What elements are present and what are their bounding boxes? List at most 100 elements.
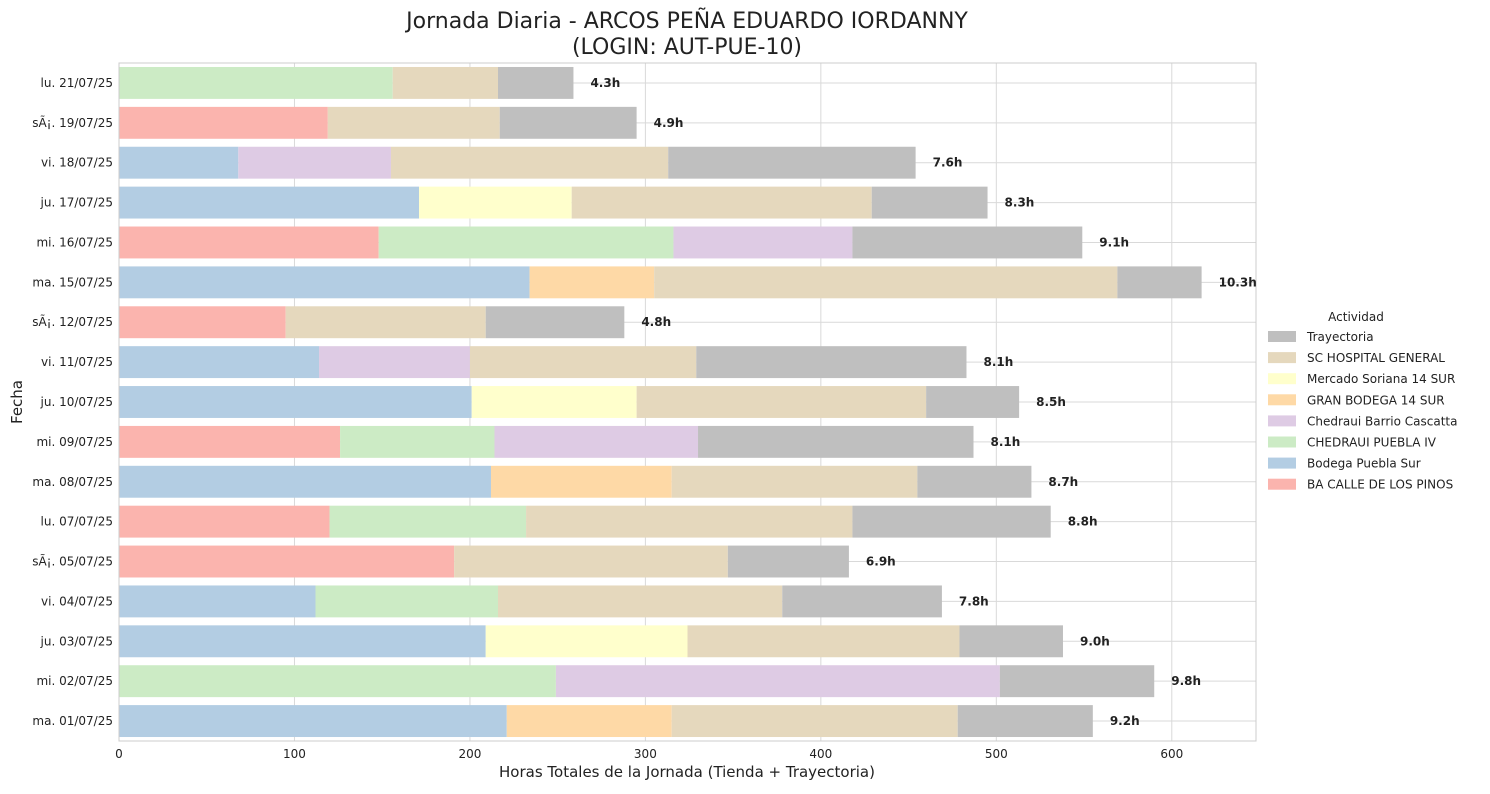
legend-swatch bbox=[1268, 436, 1296, 448]
bar-segment bbox=[119, 585, 316, 618]
bar-total-label: 4.8h bbox=[641, 315, 671, 329]
y-axis-label: Fecha bbox=[8, 380, 26, 424]
bar-segment bbox=[119, 106, 328, 139]
bar-segment bbox=[668, 146, 916, 179]
x-tick-labels: 0 100 200 300 400 500 600 bbox=[115, 747, 1183, 761]
legend-label: Chedraui Barrio Cascatta bbox=[1307, 414, 1457, 428]
bar-total-label: 9.1h bbox=[1099, 235, 1129, 249]
bar-segment bbox=[485, 625, 688, 658]
bar-segment bbox=[119, 545, 455, 578]
x-tick-label: 400 bbox=[809, 747, 832, 761]
bar-segment bbox=[454, 545, 728, 578]
bar-segment bbox=[571, 186, 872, 219]
bar-segment bbox=[419, 186, 572, 219]
bar-segment bbox=[727, 545, 849, 578]
bar-segment bbox=[636, 386, 927, 418]
bar-segment bbox=[696, 346, 967, 379]
bar-segment bbox=[555, 665, 1000, 698]
y-tick-labels: lu. 21/07/25 sÃ¡. 19/07/25 vi. 18/07/25 ju.… bbox=[32, 76, 113, 728]
bar-segment bbox=[499, 106, 637, 139]
bar-segment bbox=[687, 625, 960, 658]
chart-subtitle: (LOGIN: AUT-PUE-10) bbox=[572, 35, 802, 60]
bar-segment bbox=[698, 425, 974, 458]
bar-segment bbox=[390, 146, 669, 179]
bar-segment bbox=[392, 66, 498, 99]
bar-segment bbox=[469, 346, 697, 379]
legend-swatch bbox=[1268, 457, 1296, 469]
y-tick-label: ju. 17/07/25 bbox=[40, 196, 113, 210]
bar-segment bbox=[926, 386, 1020, 418]
bar-segment bbox=[506, 705, 672, 738]
bar-segment bbox=[471, 386, 637, 418]
x-tick-label: 100 bbox=[283, 747, 306, 761]
bar-segment bbox=[119, 705, 507, 738]
bar-total-label: 8.3h bbox=[1005, 196, 1035, 210]
bar-segment bbox=[119, 625, 486, 658]
y-tick-label: lu. 07/07/25 bbox=[41, 515, 113, 529]
bar-segment bbox=[119, 186, 420, 219]
bar-segment bbox=[999, 665, 1155, 698]
bar-segment bbox=[671, 705, 958, 738]
legend-swatch bbox=[1268, 415, 1296, 427]
chart-title: Jornada Diaria - ARCOS PEÑA EDUARDO IORD… bbox=[404, 7, 968, 34]
y-tick-label: mi. 09/07/25 bbox=[36, 435, 113, 449]
legend-swatch bbox=[1268, 394, 1296, 406]
plot-frame bbox=[118, 62, 1257, 742]
bar-segment bbox=[319, 346, 470, 379]
bar-segment bbox=[315, 585, 498, 618]
bar-segment bbox=[959, 625, 1063, 658]
legend-swatch bbox=[1268, 331, 1296, 342]
legend-swatch bbox=[1268, 352, 1296, 364]
bar-total-label: 9.8h bbox=[1171, 674, 1201, 688]
legend: Actividad Trayectoria SC HOSPITAL GENERAL… bbox=[1268, 310, 1457, 492]
bar-segment bbox=[498, 585, 783, 618]
bar-total-label: 8.5h bbox=[1036, 395, 1066, 409]
bar-segment bbox=[119, 465, 491, 498]
bar-segment bbox=[1117, 266, 1202, 299]
bar-segment bbox=[119, 346, 320, 379]
bar-segment bbox=[327, 106, 500, 139]
x-tick-label: 500 bbox=[985, 747, 1008, 761]
bar-segment bbox=[119, 66, 393, 99]
bar-segment bbox=[494, 425, 699, 458]
legend-label: SC HOSPITAL GENERAL bbox=[1307, 351, 1445, 365]
y-tick-label: mi. 16/07/25 bbox=[36, 235, 113, 249]
bar-total-label: 9.0h bbox=[1080, 634, 1110, 648]
y-tick-label: vi. 18/07/25 bbox=[41, 156, 113, 170]
legend-label: GRAN BODEGA 14 SUR bbox=[1307, 393, 1445, 407]
legend-label: Trayectoria bbox=[1306, 330, 1374, 344]
legend-label: CHEDRAUI PUEBLA IV bbox=[1307, 436, 1437, 450]
bar-total-label: 8.8h bbox=[1068, 515, 1098, 529]
bar-segment bbox=[119, 505, 330, 538]
bar-total-label: 8.1h bbox=[991, 435, 1021, 449]
bar-total-label: 6.9h bbox=[866, 555, 896, 569]
bar-segment bbox=[119, 425, 341, 458]
bar-total-label: 9.2h bbox=[1110, 714, 1140, 728]
bar-segment bbox=[119, 386, 472, 418]
legend-label: BA CALLE DE LOS PINOS bbox=[1307, 478, 1453, 492]
y-tick-label: sÃ¡. 19/07/25 bbox=[32, 115, 113, 130]
bar-segment bbox=[852, 505, 1051, 538]
y-tick-label: ma. 01/07/25 bbox=[32, 714, 113, 728]
y-tick-label: ju. 03/07/25 bbox=[40, 634, 113, 648]
bar-segment bbox=[673, 226, 853, 259]
bar-segment bbox=[378, 226, 674, 259]
bar-total-label: 7.6h bbox=[933, 156, 963, 170]
legend-title: Actividad bbox=[1328, 310, 1384, 324]
bar-total-label: 10.3h bbox=[1219, 275, 1257, 289]
y-tick-label: ma. 15/07/25 bbox=[32, 275, 113, 289]
bar-segment bbox=[957, 705, 1093, 738]
bar-segment bbox=[340, 425, 495, 458]
bar-segment bbox=[490, 465, 672, 498]
x-axis-label: Horas Totales de la Jornada (Tienda + Tr… bbox=[499, 763, 875, 781]
x-tick-label: 0 bbox=[115, 747, 123, 761]
bars bbox=[119, 66, 1202, 738]
bar-total-label: 4.9h bbox=[654, 116, 684, 130]
bar-segment bbox=[238, 146, 391, 179]
y-tick-label: vi. 11/07/25 bbox=[41, 355, 113, 369]
bar-segment bbox=[119, 146, 239, 179]
bar-total-label: 7.8h bbox=[959, 594, 989, 608]
bar-segment bbox=[526, 505, 853, 538]
